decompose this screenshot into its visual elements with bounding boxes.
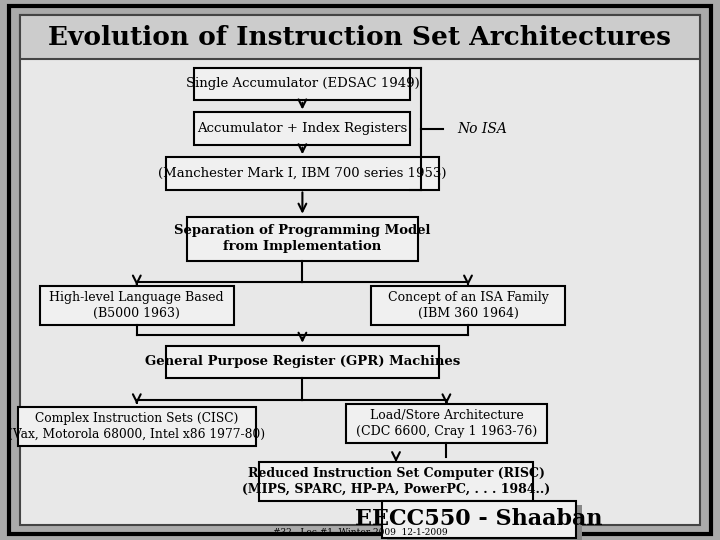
Bar bbox=[346, 404, 547, 443]
Text: #32   Lec #1  Winter 2009  12-1-2009: #32 Lec #1 Winter 2009 12-1-2009 bbox=[273, 528, 447, 537]
Text: Complex Instruction Sets (CISC)
(Vax, Motorola 68000, Intel x86 1977-80): Complex Instruction Sets (CISC) (Vax, Mo… bbox=[8, 412, 266, 441]
Bar bbox=[387, 505, 582, 540]
Text: Concept of an ISA Family
(IBM 360 1964): Concept of an ISA Family (IBM 360 1964) bbox=[387, 291, 549, 320]
Text: High-level Language Based
(B5000 1963): High-level Language Based (B5000 1963) bbox=[50, 291, 224, 320]
Bar bbox=[371, 286, 565, 325]
Bar bbox=[18, 407, 256, 446]
Text: Accumulator + Index Registers: Accumulator + Index Registers bbox=[197, 122, 408, 135]
Text: Separation of Programming Model
from Implementation: Separation of Programming Model from Imp… bbox=[174, 224, 431, 253]
Bar bbox=[166, 346, 439, 378]
Text: Evolution of Instruction Set Architectures: Evolution of Instruction Set Architectur… bbox=[48, 25, 672, 50]
Bar bbox=[194, 112, 410, 145]
Bar bbox=[20, 15, 700, 59]
Text: No ISA: No ISA bbox=[457, 122, 507, 136]
Bar bbox=[187, 217, 418, 261]
Text: Load/Store Architecture
(CDC 6600, Cray 1 1963-76): Load/Store Architecture (CDC 6600, Cray … bbox=[356, 409, 537, 438]
Bar bbox=[166, 157, 439, 190]
Text: (Manchester Mark I, IBM 700 series 1953): (Manchester Mark I, IBM 700 series 1953) bbox=[158, 167, 446, 180]
Bar bbox=[40, 286, 234, 325]
Text: EECC550 - Shaaban: EECC550 - Shaaban bbox=[355, 509, 603, 530]
Text: General Purpose Register (GPR) Machines: General Purpose Register (GPR) Machines bbox=[145, 355, 460, 368]
Bar bbox=[259, 462, 533, 501]
Bar bbox=[382, 501, 576, 538]
Text: Reduced Instruction Set Computer (RISC)
(MIPS, SPARC, HP-PA, PowerPC, . . . 1984: Reduced Instruction Set Computer (RISC) … bbox=[242, 467, 550, 496]
Bar bbox=[194, 68, 410, 100]
Text: Single Accumulator (EDSAC 1949): Single Accumulator (EDSAC 1949) bbox=[186, 77, 419, 90]
